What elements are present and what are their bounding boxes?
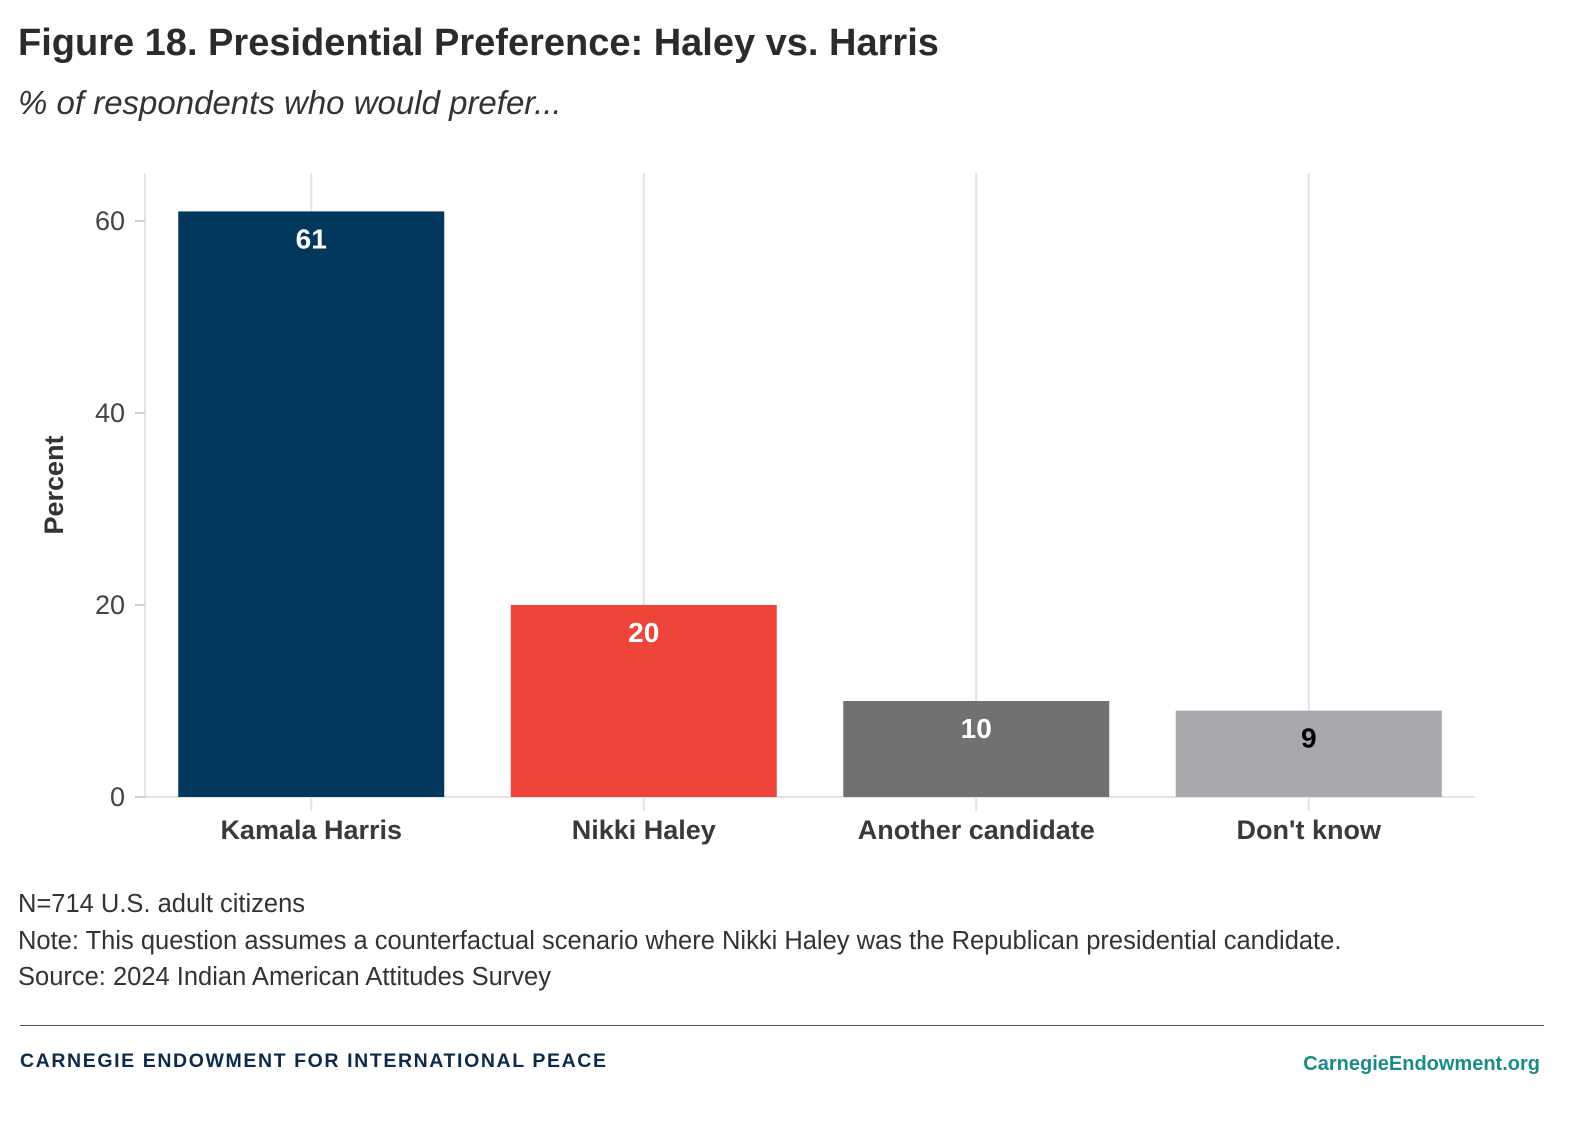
y-tick-label-20: 20 — [95, 590, 125, 620]
gridlines — [310, 173, 1310, 811]
value-label-3: 9 — [1301, 723, 1317, 754]
y-tick-label-60: 60 — [95, 206, 125, 236]
bars — [178, 211, 1442, 797]
value-label-1: 20 — [628, 617, 659, 648]
methodology-note: Note: This question assumes a counterfac… — [18, 926, 1342, 955]
y-tick-label-40: 40 — [95, 398, 125, 428]
footer-divider — [20, 1025, 1544, 1026]
bar-2 — [843, 701, 1110, 797]
value-label-2: 10 — [961, 713, 992, 744]
data-labels: 61 Kamala Harris 20 Nikki Haley 10 Another ca… — [220, 223, 1382, 845]
bar-0 — [178, 211, 445, 797]
source-note: Source: 2024 Indian American Attitudes S… — [18, 963, 551, 991]
x-tick-label-3: Don't know — [1237, 815, 1382, 845]
chart-title: Figure 18. Presidential Preference: Hale… — [18, 22, 939, 64]
bar-chart: 0 20 40 60 61 Kamala Harris 20 Nikki Haley 10 An… — [39, 173, 1475, 845]
x-tick-label-1: Nikki Haley — [572, 815, 716, 845]
chart-subtitle: % of respondents who would prefer... — [18, 84, 562, 121]
x-tick-label-0: Kamala Harris — [220, 815, 402, 845]
value-label-0: 61 — [296, 223, 327, 254]
y-axis-title: Percent — [39, 435, 69, 534]
chart-notes: N=714 U.S. adult citizens Note: This que… — [18, 886, 1341, 996]
y-tick-label-0: 0 — [110, 782, 125, 812]
x-tick-label-2: Another candidate — [858, 815, 1095, 845]
sample-size-note: N=714 U.S. adult citizens — [18, 890, 306, 918]
bar-3 — [1175, 710, 1442, 797]
website-link[interactable]: CarnegieEndowment.org — [1303, 1053, 1540, 1075]
bar-1 — [510, 605, 777, 797]
organization-name: CARNEGIE ENDOWMENT FOR INTERNATIONAL PEA… — [20, 1050, 608, 1072]
